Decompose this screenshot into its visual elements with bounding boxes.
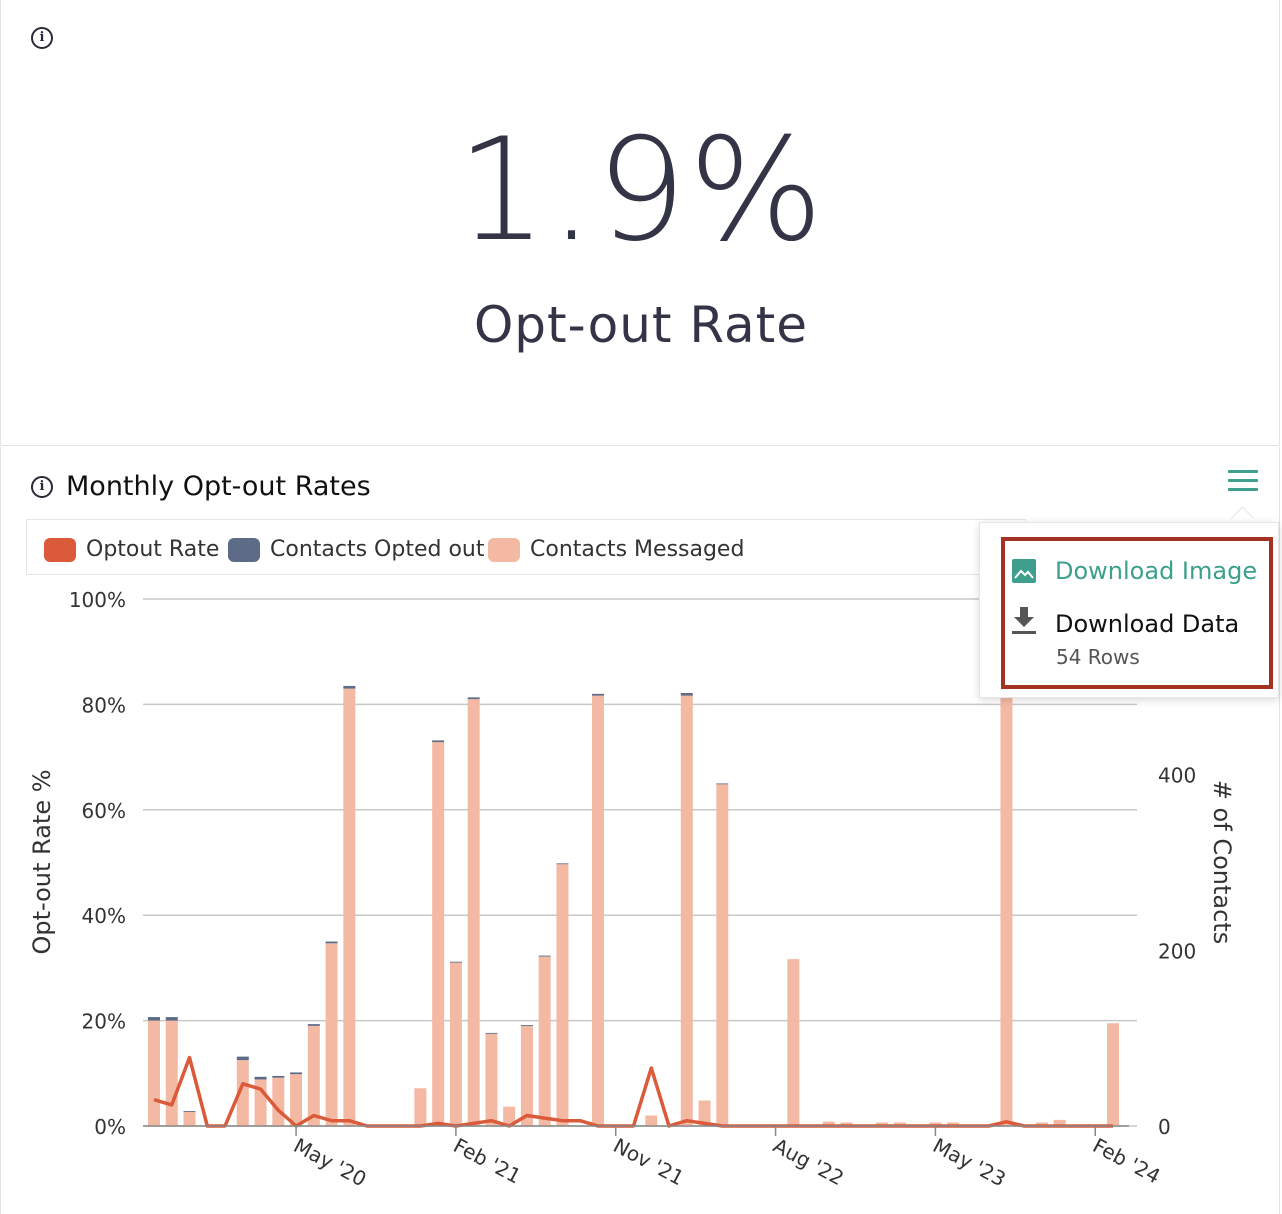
bar-contacts-messaged [591, 695, 604, 1126]
bar-contacts-messaged [449, 962, 462, 1126]
bar-contacts-messaged [183, 1111, 196, 1126]
bar-contacts-messaged [467, 699, 480, 1126]
bar-contacts-messaged [787, 959, 800, 1126]
bar-contacts-messaged [556, 864, 569, 1126]
x-tick-label: May '20 [290, 1133, 371, 1191]
chart-panel [0, 447, 1280, 1214]
bar-contacts-opted-out [307, 1024, 320, 1026]
x-tick-label: Nov '21 [609, 1133, 688, 1190]
bar-contacts-messaged [148, 1020, 160, 1126]
image-icon [1012, 559, 1036, 583]
bar-contacts-messaged [1053, 1119, 1066, 1126]
bar-contacts-opted-out [716, 783, 729, 785]
bar-contacts-messaged [645, 1115, 658, 1126]
bar-contacts-messaged [680, 695, 693, 1126]
legend-swatch-contacts-messaged [488, 537, 520, 562]
bar-contacts-opted-out [272, 1075, 285, 1078]
legend-item-optout-rate[interactable]: Optout Rate [44, 537, 219, 562]
download-image-item[interactable]: Download Image [1055, 557, 1258, 585]
legend-item-contacts-messaged[interactable]: Contacts Messaged [488, 537, 744, 562]
bar-contacts-messaged [893, 1122, 906, 1126]
bar-contacts-messaged [307, 1025, 320, 1126]
bar-contacts-messaged [343, 688, 356, 1126]
bar-contacts-opted-out [165, 1017, 178, 1021]
bar-contacts-messaged [876, 1122, 889, 1126]
download-data-rows: 54 Rows [1056, 645, 1140, 669]
x-tick-label: May '23 [929, 1133, 1010, 1191]
info-icon[interactable]: i [31, 27, 53, 49]
bar-contacts-messaged [503, 1106, 516, 1126]
bar-contacts-messaged [236, 1060, 249, 1126]
y-tick-label-right: 0 [1158, 1115, 1171, 1139]
legend-swatch-optout-rate [44, 537, 76, 562]
bar-contacts-messaged [165, 1020, 178, 1126]
highlight-box [1001, 537, 1273, 689]
bar-contacts-messaged [929, 1122, 942, 1126]
kpi-panel [0, 0, 1280, 446]
bar-contacts-messaged [325, 943, 338, 1126]
bar-contacts-opted-out [538, 955, 551, 957]
bar-contacts-opted-out [254, 1076, 267, 1080]
x-tick-label: Aug '22 [769, 1133, 848, 1190]
chart-title: Monthly Opt-out Rates [66, 471, 371, 502]
bar-contacts-opted-out [449, 961, 462, 963]
y-tick-label-right: 400 [1158, 764, 1196, 788]
bar-contacts-messaged [947, 1122, 960, 1126]
kpi-label: Opt-out Rate [473, 296, 809, 354]
y-tick-label-left: 100% [69, 588, 126, 612]
bar-contacts-messaged [538, 956, 551, 1126]
bar-contacts-messaged [520, 1025, 533, 1126]
hamburger-menu-icon[interactable] [1228, 470, 1258, 494]
download-data-item[interactable]: Download Data [1055, 610, 1240, 638]
y-tick-label-right: 200 [1158, 939, 1196, 963]
y-tick-label-left: 60% [82, 799, 126, 823]
bar-contacts-messaged [272, 1077, 285, 1126]
bar-contacts-opted-out [236, 1056, 249, 1061]
y-tick-label-left: 0% [94, 1115, 126, 1139]
download-icon [1012, 607, 1036, 634]
bar-contacts-opted-out [485, 1032, 498, 1034]
bar-contacts-messaged [1107, 1023, 1119, 1126]
bar-contacts-opted-out [467, 697, 480, 700]
bar-contacts-opted-out [680, 692, 693, 696]
bar-contacts-opted-out [325, 941, 338, 944]
y-tick-label-left: 40% [82, 904, 126, 928]
kpi-value: 1.9% [456, 108, 826, 273]
bar-contacts-messaged [1000, 690, 1013, 1126]
bar-contacts-opted-out [343, 685, 356, 689]
export-menu [979, 522, 1279, 698]
legend-label-contacts-messaged: Contacts Messaged [530, 537, 745, 562]
legend-swatch-contacts-opted-out [228, 537, 260, 562]
y-tick-label-left: 20% [82, 1010, 126, 1034]
bar-contacts-messaged [432, 742, 445, 1126]
bar-contacts-opted-out [432, 740, 445, 743]
chart-info-icon[interactable]: i [31, 476, 53, 498]
bar-contacts-messaged [698, 1100, 711, 1126]
bar-contacts-opted-out [591, 693, 604, 696]
legend-label-optout-rate: Optout Rate [86, 537, 220, 562]
x-tick-label: Feb '24 [1089, 1133, 1164, 1188]
bar-contacts-messaged [822, 1121, 835, 1126]
bar-contacts-opted-out [556, 863, 569, 865]
bar-contacts-opted-out [148, 1017, 160, 1021]
legend-item-contacts-opted-out[interactable]: Contacts Opted out [228, 537, 484, 562]
bar-contacts-messaged [414, 1088, 427, 1126]
x-tick-label: Feb '21 [450, 1133, 525, 1188]
y-axis-title-right: # of Contacts [1208, 780, 1236, 944]
bar-contacts-messaged [290, 1074, 303, 1126]
bar-contacts-messaged [1035, 1122, 1048, 1126]
bar-contacts-messaged [485, 1033, 498, 1126]
legend-label-contacts-opted-out: Contacts Opted out [270, 537, 485, 562]
y-axis-title-left: Opt-out Rate % [28, 769, 56, 954]
bar-contacts-opted-out [290, 1072, 303, 1075]
bar-contacts-opted-out [520, 1024, 533, 1026]
y-tick-label-left: 80% [82, 693, 126, 717]
bar-contacts-opted-out [183, 1111, 196, 1112]
bar-contacts-messaged [716, 784, 729, 1126]
bar-contacts-messaged [254, 1079, 267, 1126]
bar-contacts-messaged [840, 1122, 853, 1126]
